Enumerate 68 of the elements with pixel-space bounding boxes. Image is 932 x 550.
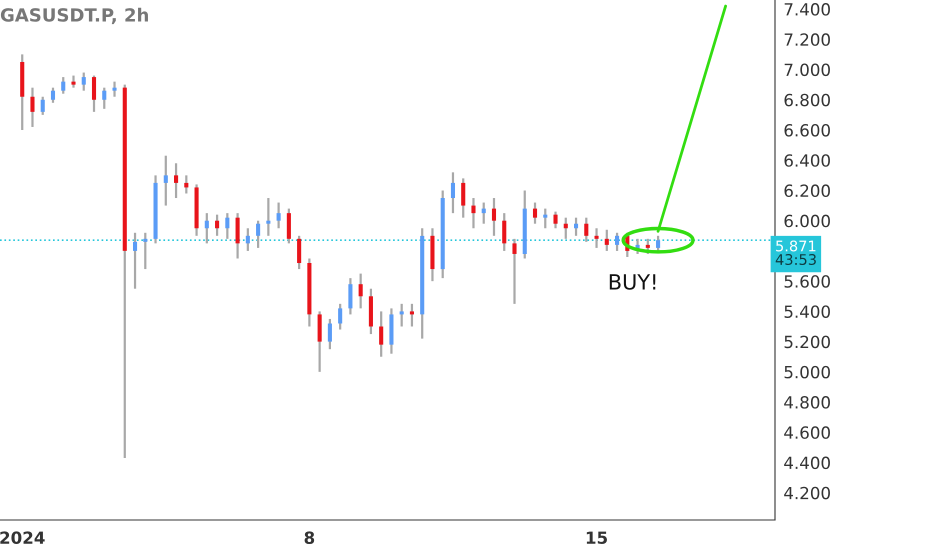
candlestick [338, 302, 342, 331]
candlestick [92, 74, 96, 113]
candlestick [482, 201, 486, 225]
y-tick-label: 4.600 [784, 426, 830, 439]
candlestick [450, 171, 456, 214]
candlestick [184, 174, 188, 195]
y-tick-label: 6.000 [784, 214, 830, 228]
y-tick-label: 5.600 [784, 275, 830, 288]
y-tick-label: 4.400 [784, 456, 830, 470]
candlestick [604, 228, 609, 252]
candlestick [358, 272, 363, 310]
candlestick [532, 201, 538, 225]
annotation: BUY! [610, 274, 656, 290]
candlestick [646, 238, 650, 256]
y-tick-label: 7.400 [784, 3, 830, 16]
candlestick [492, 196, 496, 237]
candlestick [174, 162, 178, 200]
candlestick [553, 210, 558, 230]
y-tick-label: 5.400 [784, 305, 830, 318]
x-tick-label: 2024 [0, 531, 45, 544]
x-tick-label: 15 [586, 532, 607, 544]
candlestick [215, 214, 220, 237]
candlestick [328, 318, 332, 350]
candlestick [410, 302, 414, 328]
candlestick [574, 216, 578, 237]
candlestick [246, 227, 250, 252]
y-tick-label: 6.200 [784, 184, 830, 198]
candlestick [61, 76, 66, 95]
candlestick [102, 86, 106, 110]
candlestick [256, 220, 260, 250]
candlestick [71, 74, 76, 89]
candlestick [40, 96, 45, 116]
candlestick [564, 216, 568, 240]
candlestick [266, 196, 270, 237]
candlestick [543, 207, 548, 230]
candlestick [132, 232, 138, 290]
candlestick [225, 212, 230, 240]
candlestick [656, 234, 660, 252]
candlestick [50, 86, 56, 104]
candlestick [400, 302, 404, 328]
y-tick-label: 7.000 [784, 63, 830, 76]
candlestick [471, 196, 476, 230]
candlestick [512, 238, 517, 305]
candlestick [502, 212, 506, 252]
candlestick [276, 201, 281, 230]
candlestick [615, 232, 620, 252]
candlestick [461, 177, 466, 219]
candlestick [112, 80, 117, 98]
candlestick [379, 310, 384, 358]
y-tick-label: 7.200 [784, 33, 830, 46]
y-tick-label: 4.800 [784, 396, 830, 409]
y-tick-label: 5.200 [784, 336, 830, 348]
candlestick [143, 232, 148, 270]
y-tick-label: 6.400 [784, 154, 830, 167]
y-tick-label: 6.600 [784, 124, 830, 137]
candlestick [30, 86, 35, 128]
candlestick [584, 216, 588, 243]
candlestick [204, 212, 209, 244]
chart-title: GASUSDT.P, 2h [0, 8, 148, 24]
ref-line-label: 5.871 [776, 240, 816, 252]
candlestick [82, 71, 86, 92]
candlestick [594, 227, 599, 250]
text: 43:53 [776, 254, 816, 266]
candlestick [164, 154, 168, 207]
x-tick-label: 8 [304, 531, 314, 544]
y-tick-label: 4.200 [784, 486, 830, 500]
y-tick-label: 6.800 [784, 94, 830, 106]
y-tick-label: 5.000 [784, 366, 830, 378]
